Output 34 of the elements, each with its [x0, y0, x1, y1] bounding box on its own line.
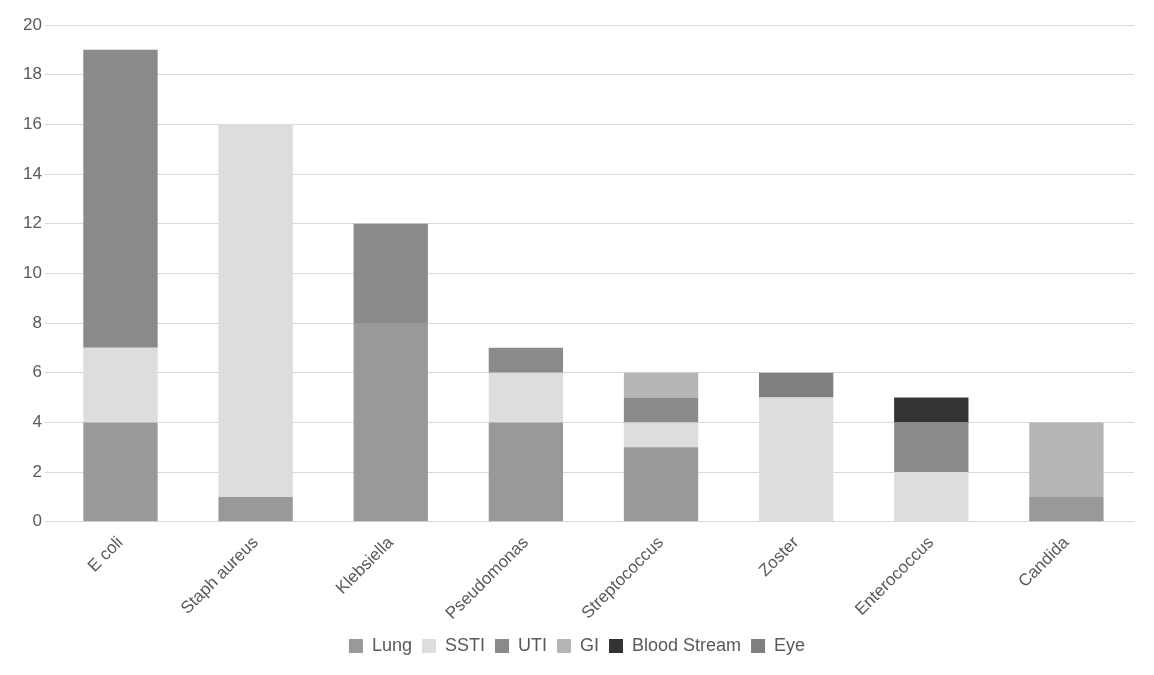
- bar: [1029, 422, 1104, 497]
- bar: [1029, 496, 1104, 522]
- legend-label: Lung: [371, 634, 412, 655]
- y-tick-label: 10: [22, 263, 42, 283]
- y-tick-label: 20: [22, 14, 42, 34]
- bar: [218, 496, 293, 522]
- x-tick-label: E coli: [83, 532, 127, 576]
- y-tick-label: 8: [32, 312, 42, 332]
- legend-label: Blood Stream: [631, 634, 742, 655]
- y-tick-label: 16: [22, 114, 42, 134]
- bar: [488, 372, 564, 423]
- legend-label: UTI: [517, 634, 547, 655]
- bar: [623, 397, 699, 423]
- legend-label: SSTI: [444, 634, 485, 655]
- bar: [623, 447, 699, 522]
- y-tick-label: 6: [32, 362, 42, 382]
- legend-label: Eye: [774, 634, 806, 655]
- y-tick-label: 14: [22, 163, 42, 183]
- y-tick-label: 18: [22, 64, 42, 84]
- bar: [83, 422, 158, 522]
- bar: [488, 422, 564, 522]
- bar: [83, 49, 158, 348]
- bar: [488, 347, 564, 373]
- y-tick-label: 12: [22, 213, 42, 233]
- bar: [623, 372, 699, 398]
- y-tick-label: 0: [32, 511, 42, 531]
- bar: [759, 372, 834, 398]
- y-tick-label: 4: [32, 412, 42, 432]
- bar: [894, 397, 969, 423]
- bar: [894, 422, 969, 473]
- bar: [353, 323, 428, 522]
- y-tick-label: 2: [32, 461, 42, 481]
- legend-label: GI: [579, 634, 599, 655]
- bar: [353, 223, 428, 324]
